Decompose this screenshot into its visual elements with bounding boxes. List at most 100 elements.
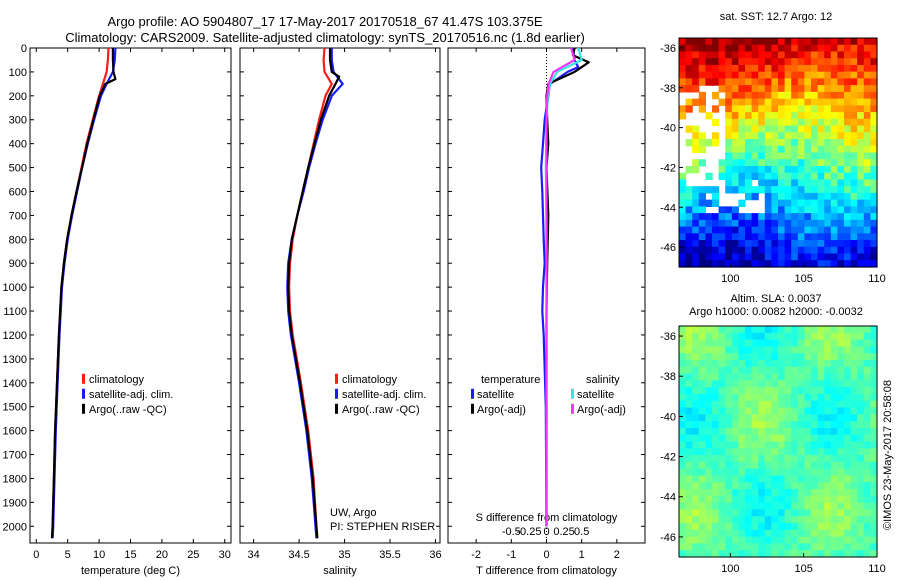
map-cell — [863, 502, 871, 511]
map-cell — [751, 550, 759, 558]
legend-label: satellite-adj. clim. — [342, 389, 426, 401]
map-cell — [837, 213, 845, 221]
map-cell — [791, 468, 799, 477]
map-cell — [751, 186, 759, 194]
map-cell — [685, 543, 693, 551]
map-cell — [870, 44, 878, 53]
map-cell — [758, 179, 766, 187]
map-cell — [830, 125, 838, 133]
map-cell — [824, 509, 832, 517]
map-cell — [784, 226, 792, 234]
map-cell — [837, 387, 845, 395]
map-cell — [837, 482, 845, 490]
map-cell — [712, 58, 720, 66]
map-cell — [731, 253, 739, 261]
map-cell — [811, 373, 819, 381]
map-cell — [804, 64, 812, 73]
map-cell — [771, 529, 779, 538]
map-cell — [751, 455, 759, 463]
map-cell — [830, 78, 838, 86]
map-cell — [738, 441, 746, 449]
map-cell — [778, 132, 786, 140]
map-cell — [751, 253, 759, 261]
map-cell — [817, 495, 825, 504]
map-cell — [804, 523, 812, 531]
map-cell — [771, 543, 779, 551]
map-cell — [811, 543, 819, 551]
legend-label: Argo(-adj) — [577, 404, 626, 416]
map-cell — [863, 448, 871, 456]
map-cell — [771, 105, 779, 113]
map-cell — [738, 448, 746, 456]
map-cell — [712, 550, 720, 558]
map-cell — [857, 448, 865, 456]
map-cell — [811, 482, 819, 490]
map-cell — [857, 523, 865, 531]
y-tick-label: -46 — [660, 242, 676, 254]
map-cell — [797, 64, 805, 73]
map-cell — [725, 85, 733, 93]
map-cell — [712, 523, 720, 531]
map-cell — [679, 387, 687, 395]
map-cell — [679, 71, 687, 80]
map-cell — [784, 516, 792, 524]
map-cell — [811, 179, 819, 187]
map-cell — [725, 118, 733, 127]
map-cell — [844, 550, 852, 558]
map-cell — [731, 339, 739, 347]
map-cell — [764, 529, 772, 538]
map-cell — [705, 253, 713, 261]
map-cell — [718, 332, 726, 341]
map-cell — [738, 226, 746, 234]
map-cell — [771, 226, 779, 234]
map-cell — [685, 58, 693, 66]
map-cell — [791, 414, 799, 422]
map-cell — [679, 407, 687, 415]
map-cell — [771, 359, 779, 368]
map-cell — [705, 468, 713, 477]
map-cell — [844, 400, 852, 409]
map-cell — [685, 407, 693, 415]
map-cell — [771, 85, 779, 93]
map-cell — [797, 253, 805, 261]
map-cell — [685, 346, 693, 354]
map-cell — [778, 529, 786, 538]
map-cell — [698, 332, 706, 341]
map-cell — [758, 448, 766, 456]
map-cell — [758, 118, 766, 127]
map-cell — [830, 550, 838, 558]
map-cell — [797, 516, 805, 524]
map-cell — [712, 414, 720, 422]
map-cell — [791, 461, 799, 470]
map-cell — [797, 339, 805, 347]
map-cell — [718, 523, 726, 531]
map-cell — [764, 441, 772, 449]
map-cell — [771, 495, 779, 504]
map-cell — [817, 85, 825, 93]
map-cell — [764, 240, 772, 248]
map-cell — [850, 475, 858, 483]
map-cell — [804, 44, 812, 53]
map-cell — [850, 145, 858, 154]
map-cell — [685, 366, 693, 375]
map-cell — [705, 78, 713, 86]
map-cell — [712, 44, 720, 53]
map-cell — [791, 359, 799, 368]
map-cell — [771, 400, 779, 409]
map-cell — [844, 475, 852, 483]
map-cell — [791, 44, 799, 53]
map-cell — [685, 64, 693, 73]
map-cell — [731, 112, 739, 120]
figure-title-line2: Climatology: CARS2009. Satellite-adjuste… — [65, 30, 585, 45]
x-tick-label: 2 — [614, 549, 620, 561]
map-cell — [817, 112, 825, 120]
map-cell — [857, 482, 865, 490]
map-cell — [712, 353, 720, 361]
map-cell — [712, 192, 720, 201]
map-cell — [764, 165, 772, 174]
map-cell — [870, 85, 878, 93]
map-cell — [863, 98, 871, 106]
map-cell — [731, 233, 739, 241]
map-cell — [745, 186, 753, 194]
map-cell — [778, 85, 786, 93]
